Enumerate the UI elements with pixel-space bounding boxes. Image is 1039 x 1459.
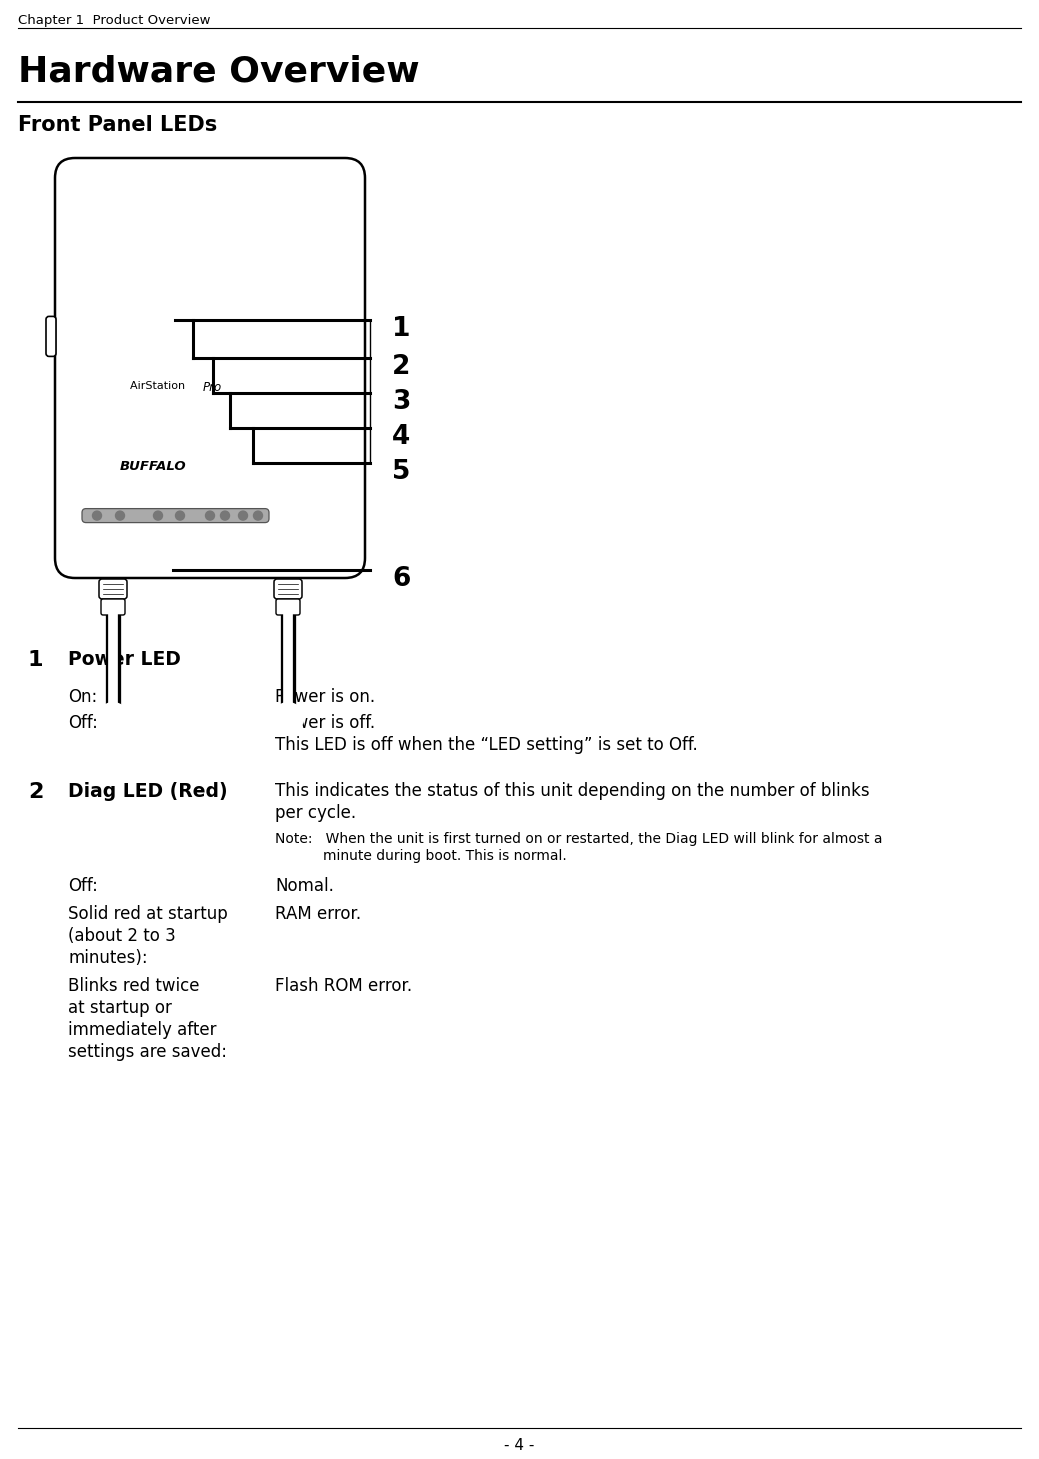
Text: - 4 -: - 4 -	[504, 1439, 534, 1453]
Circle shape	[220, 511, 230, 519]
Text: POWER: POWER	[88, 518, 106, 522]
Text: 2: 2	[28, 782, 44, 802]
FancyBboxPatch shape	[99, 579, 127, 600]
Text: 2: 2	[392, 355, 410, 379]
Text: 4: 4	[392, 425, 410, 449]
Circle shape	[176, 511, 185, 519]
Text: immediately after: immediately after	[68, 1021, 216, 1039]
Text: Solid red at startup: Solid red at startup	[68, 905, 228, 924]
Text: LAN2: LAN2	[238, 518, 251, 522]
FancyBboxPatch shape	[274, 579, 302, 600]
Circle shape	[273, 703, 303, 732]
Text: This indicates the status of this unit depending on the number of blinks: This indicates the status of this unit d…	[275, 782, 870, 800]
Text: AirStation: AirStation	[130, 381, 189, 391]
Circle shape	[98, 703, 128, 732]
Text: Power LED: Power LED	[68, 651, 181, 670]
Circle shape	[254, 511, 263, 519]
Text: 5: 5	[392, 460, 410, 484]
Circle shape	[239, 511, 247, 519]
Text: minutes):: minutes):	[68, 948, 148, 967]
Circle shape	[154, 511, 162, 519]
Text: LAN1: LAN1	[216, 518, 230, 522]
Circle shape	[92, 511, 102, 519]
FancyBboxPatch shape	[46, 317, 56, 356]
Text: Pro: Pro	[203, 381, 222, 394]
Text: Hardware Overview: Hardware Overview	[18, 55, 420, 89]
Text: Power is off.: Power is off.	[275, 713, 375, 732]
Circle shape	[206, 511, 214, 519]
Text: This LED is off when the “LED setting” is set to Off.: This LED is off when the “LED setting” i…	[275, 735, 698, 754]
Text: 3: 3	[392, 390, 410, 414]
FancyBboxPatch shape	[101, 600, 125, 616]
Text: Front Panel LEDs: Front Panel LEDs	[18, 115, 217, 136]
Text: Note:   When the unit is first turned on or restarted, the Diag LED will blink f: Note: When the unit is first turned on o…	[275, 832, 882, 846]
Text: 5GHz: 5GHz	[152, 518, 164, 522]
Text: Nomal.: Nomal.	[275, 877, 334, 894]
Circle shape	[115, 511, 125, 519]
Text: per cycle.: per cycle.	[275, 804, 356, 821]
Text: minute during boot. This is normal.: minute during boot. This is normal.	[323, 849, 566, 864]
Text: Diag LED (Red): Diag LED (Red)	[68, 782, 228, 801]
Text: 1: 1	[392, 317, 410, 341]
Text: Power is on.: Power is on.	[275, 689, 375, 706]
Text: 6: 6	[392, 566, 410, 592]
Text: Flash ROM error.: Flash ROM error.	[275, 978, 412, 995]
Text: at startup or: at startup or	[68, 999, 171, 1017]
Text: 1: 1	[28, 651, 44, 670]
Text: RAM error.: RAM error.	[275, 905, 362, 924]
Text: BUFFALO: BUFFALO	[119, 461, 187, 473]
Text: DIAG: DIAG	[114, 518, 126, 522]
Text: (about 2 to 3: (about 2 to 3	[68, 926, 176, 945]
FancyBboxPatch shape	[276, 600, 300, 616]
Text: 2.4GHz: 2.4GHz	[171, 518, 189, 522]
Text: settings are saved:: settings are saved:	[68, 1043, 227, 1061]
Text: On:: On:	[68, 689, 98, 706]
FancyBboxPatch shape	[82, 509, 269, 522]
Text: Off:: Off:	[68, 877, 98, 894]
Text: Blinks red twice: Blinks red twice	[68, 978, 199, 995]
Text: Off:: Off:	[68, 713, 98, 732]
Text: Chapter 1  Product Overview: Chapter 1 Product Overview	[18, 15, 211, 28]
FancyBboxPatch shape	[55, 158, 365, 578]
